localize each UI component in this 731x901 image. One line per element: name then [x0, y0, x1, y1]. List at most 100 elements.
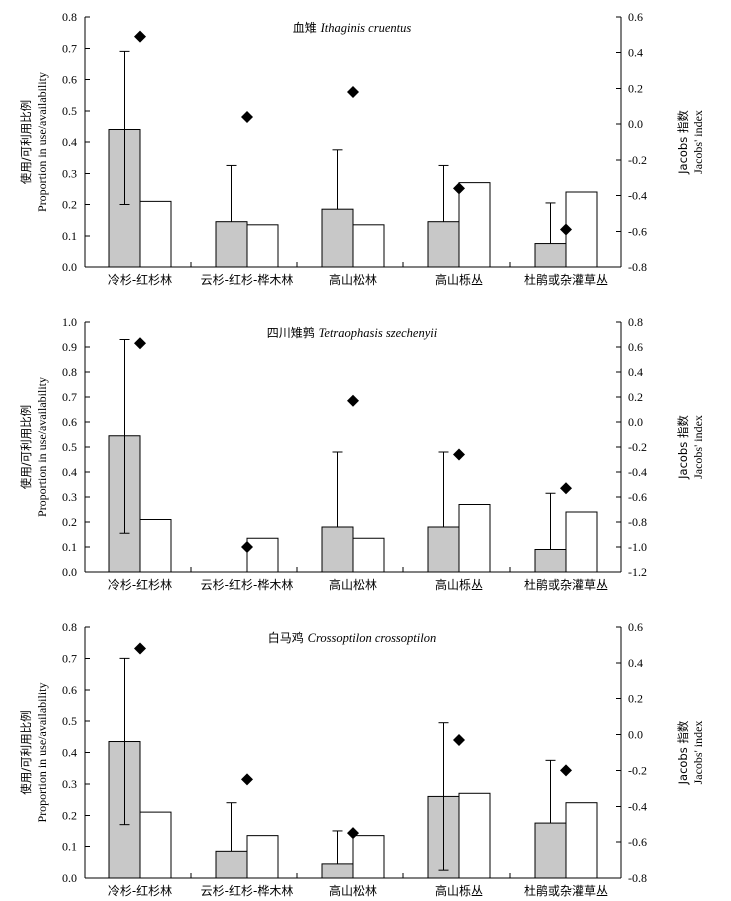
- availability-bar: [246, 537, 279, 573]
- category-label: 杜鹃或杂灌草丛: [524, 577, 608, 592]
- right-tick-label: -1.2: [628, 565, 647, 579]
- category-label: 高山栎丛: [435, 577, 483, 592]
- right-axis-label-en: Jacobs' index: [691, 110, 705, 174]
- chart-panel-1: 0.0 0.1 0.2 0.3 0.4 0.5 0.6 0.7 0.8 0.6 0.4 0.2 0.0 -…: [19, 10, 705, 287]
- right-tick-label: -0.6: [628, 835, 647, 849]
- right-tick-label: -0.2: [628, 153, 647, 167]
- chart-title-cn: 血雉: [293, 21, 321, 35]
- right-axis-label-en: Jacobs' index: [691, 721, 705, 785]
- right-tick-label: -0.6: [628, 490, 647, 504]
- chart-title: 四川雉鹑 Tetraophasis szechenyii: [267, 326, 438, 340]
- left-tick-label: 0.1: [62, 229, 77, 243]
- left-tick-label: 0.4: [62, 465, 77, 479]
- use-bar: [321, 208, 354, 268]
- category-label: 高山松林: [329, 272, 377, 287]
- category-label: 云杉-红杉-桦木林: [201, 577, 294, 592]
- chart-title-sci: Crossoptilon crossoptilon: [308, 631, 437, 645]
- right-tick-label: 0.0: [628, 117, 643, 131]
- right-tick-label: -0.4: [628, 189, 647, 203]
- availability-bar: [352, 224, 385, 268]
- left-axis-label-cn: 使用/可利用比例: [19, 405, 33, 489]
- chart-panel-2: 0.0 0.1 0.2 0.3 0.4 0.5 0.6 0.7 0.8 0.9 1.0 0.8 0.6 0…: [19, 315, 705, 592]
- use-bar: [215, 221, 248, 268]
- jacobs-index-marker: [347, 86, 359, 98]
- jacobs-index-marker: [241, 111, 253, 123]
- left-tick-label: 0.8: [62, 10, 77, 24]
- right-axis-label-cn: Jacobs 指数: [676, 720, 690, 785]
- left-tick-label: 0.7: [62, 390, 77, 404]
- right-tick-label: 0.0: [628, 415, 643, 429]
- availability-bar: [246, 224, 279, 268]
- use-bar: [215, 850, 248, 879]
- right-tick-label: 0.4: [628, 365, 643, 379]
- left-tick-label: 0.4: [62, 746, 77, 760]
- left-tick-label: 0.0: [62, 260, 77, 274]
- left-tick-label: 0.4: [62, 135, 77, 149]
- right-tick-label: -0.8: [628, 871, 647, 885]
- left-tick-label: 0.1: [62, 540, 77, 554]
- chart-title: 白马鸡 Crossoptilon crossoptilon: [268, 630, 436, 645]
- availability-bar: [352, 835, 385, 879]
- left-tick-label: 0.3: [62, 166, 77, 180]
- right-axis-label-en: Jacobs' index: [691, 415, 705, 479]
- jacobs-index-marker: [241, 541, 253, 553]
- left-tick-label: 0.7: [62, 651, 77, 665]
- category-label: 高山松林: [329, 883, 377, 898]
- use-bar: [534, 822, 567, 879]
- right-tick-label: 0.4: [628, 46, 643, 60]
- jacobs-index-marker: [347, 827, 359, 840]
- right-tick-label: 0.2: [628, 390, 643, 404]
- left-tick-label: 0.2: [62, 198, 77, 212]
- category-label: 杜鹃或杂灌草丛: [524, 883, 608, 898]
- use-bar: [321, 863, 354, 879]
- right-tick-label: 0.2: [628, 81, 643, 95]
- left-tick-label: 0.9: [62, 340, 77, 354]
- right-tick-label: 0.6: [628, 620, 643, 634]
- jacobs-index-marker: [241, 773, 253, 786]
- right-tick-label: -0.2: [628, 763, 647, 777]
- left-tick-label: 0.6: [62, 683, 77, 697]
- right-axis-label-cn: Jacobs 指数: [676, 415, 690, 480]
- chart-title-cn: 四川雉鹑: [267, 326, 319, 340]
- category-label: 高山松林: [329, 577, 377, 592]
- right-tick-label: 0.6: [628, 340, 643, 354]
- availability-bar: [458, 504, 491, 573]
- availability-bar: [565, 802, 598, 879]
- category-label: 冷杉-红杉林: [108, 577, 172, 592]
- availability-bar: [458, 182, 491, 268]
- jacobs-index-marker: [453, 733, 465, 746]
- right-tick-label: -0.2: [628, 440, 647, 454]
- chart-panel-3: 0.0 0.1 0.2 0.3 0.4 0.5 0.6 0.7 0.8 0.6 0.4 0.2 0.0 -…: [19, 620, 705, 898]
- left-axis-label-en: Proportion in use/availability: [35, 72, 49, 212]
- chart-title-sci: Tetraophasis szechenyii: [319, 326, 438, 340]
- chart-title-cn: 白马鸡: [268, 630, 308, 645]
- jacobs-index-marker: [134, 337, 146, 350]
- use-bar: [534, 243, 567, 268]
- availability-bar: [139, 519, 172, 573]
- jacobs-index-marker: [453, 182, 465, 195]
- right-tick-label: -0.4: [628, 799, 647, 813]
- jacobs-index-marker: [560, 482, 572, 495]
- left-tick-label: 0.6: [62, 73, 77, 87]
- category-label: 云杉-红杉-桦木林: [201, 883, 294, 898]
- left-tick-label: 0.5: [62, 104, 77, 118]
- category-label: 杜鹃或杂灌草丛: [524, 272, 608, 287]
- left-tick-label: 0.5: [62, 440, 77, 454]
- use-bar: [534, 549, 567, 573]
- left-axis-label-en: Proportion in use/availability: [35, 377, 49, 517]
- jacobs-index-marker: [347, 394, 359, 407]
- right-tick-label: 0.6: [628, 10, 643, 24]
- chart-title-sci: Ithaginis cruentus: [320, 21, 412, 35]
- left-axis-label-cn: 使用/可利用比例: [19, 100, 33, 184]
- jacobs-index-marker: [134, 30, 146, 43]
- right-tick-label: -0.4: [628, 465, 647, 479]
- jacobs-index-marker: [560, 764, 572, 777]
- right-tick-label: 0.4: [628, 656, 643, 670]
- left-tick-label: 0.0: [62, 565, 77, 579]
- right-tick-label: -0.8: [628, 515, 647, 529]
- chart-title: 血雉 Ithaginis cruentus: [293, 21, 412, 35]
- availability-bar: [139, 811, 172, 879]
- category-label: 高山栎丛: [435, 272, 483, 287]
- right-tick-label: -0.6: [628, 224, 647, 238]
- availability-bar: [352, 537, 385, 573]
